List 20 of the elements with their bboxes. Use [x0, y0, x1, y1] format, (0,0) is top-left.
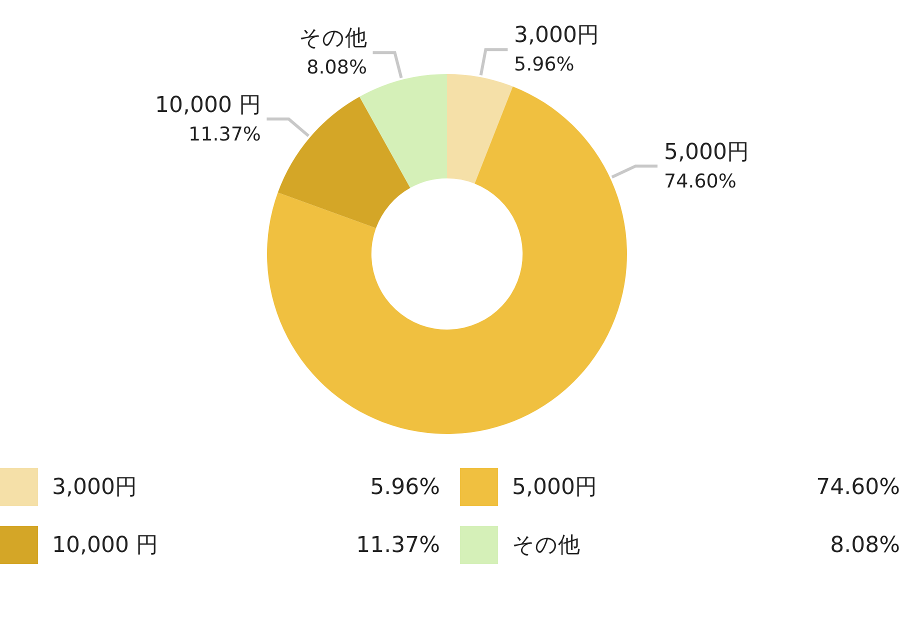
legend-label: 3,000円: [52, 474, 138, 502]
text: 5.96%: [370, 474, 440, 500]
text: 8.08%: [830, 532, 900, 558]
slice-label: 10,000 円: [155, 93, 261, 118]
slice-label: 5,000円: [664, 140, 749, 165]
legend-label: 5,000円: [512, 474, 598, 502]
data-label: 74.60%: [664, 170, 736, 193]
data-label: 11.37%: [188, 124, 261, 146]
legend-label: その他: [512, 532, 581, 560]
donut-slice: [447, 74, 513, 184]
donut-slice: [360, 74, 447, 188]
text: 74.60%: [816, 474, 900, 500]
legend-label: 10,000 円: [52, 532, 159, 560]
slice-label: その他: [299, 26, 367, 51]
donut-slice: [278, 96, 410, 228]
text: 11.37%: [356, 532, 440, 558]
data-label: 8.08%: [306, 56, 367, 79]
donut-slice: [267, 86, 627, 434]
data-label: 5.96%: [514, 54, 574, 76]
slice-label: 3,000円: [514, 23, 599, 48]
